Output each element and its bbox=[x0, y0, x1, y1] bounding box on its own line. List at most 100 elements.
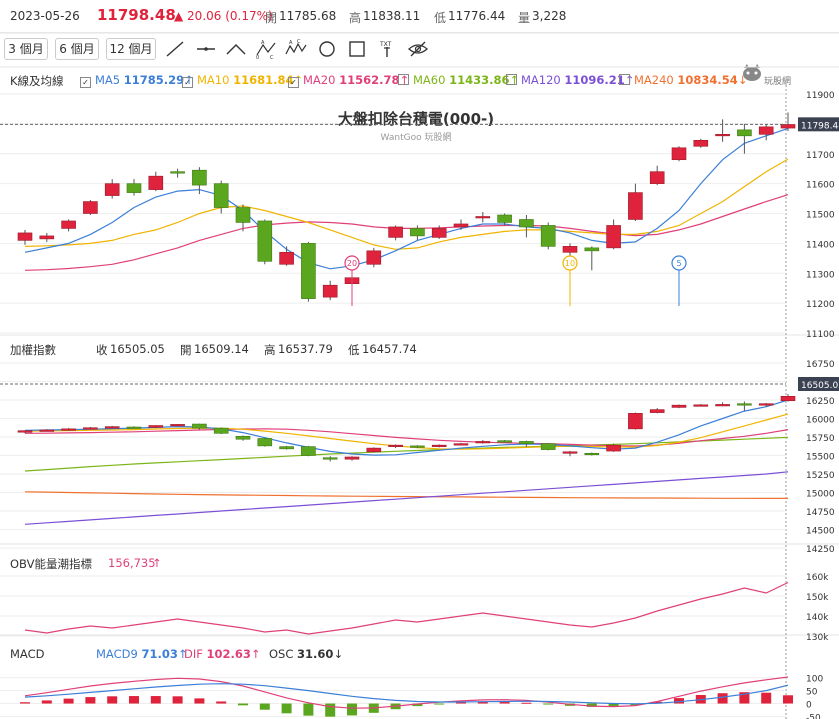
dif-line bbox=[24, 676, 789, 709]
trend-line-tool-icon[interactable] bbox=[164, 39, 186, 59]
main-candle bbox=[104, 179, 120, 199]
candle-body bbox=[453, 223, 469, 228]
y-tick-label: 11400 bbox=[806, 240, 835, 250]
legend-ma240[interactable]: MA240 10834.54↓ bbox=[619, 73, 747, 87]
adj-candle bbox=[126, 426, 142, 429]
range-6m-button[interactable]: 6 個月 bbox=[55, 38, 99, 60]
obv-title: OBV能量潮指標 bbox=[10, 557, 92, 571]
adj-candle bbox=[235, 435, 251, 441]
rectangle-tool-icon[interactable] bbox=[346, 39, 368, 59]
y-tick-label: 16000 bbox=[806, 416, 835, 426]
candle-body bbox=[192, 423, 207, 429]
ma120-line bbox=[24, 471, 789, 525]
macd-legend-osc: OSC 31.60↓ bbox=[269, 647, 344, 661]
last-price-tag bbox=[798, 377, 839, 391]
quote-high-label: 高 bbox=[349, 11, 362, 25]
legend-checkbox[interactable] bbox=[506, 74, 517, 85]
brand-label: 玩股網 bbox=[764, 77, 792, 87]
adj-candle bbox=[192, 423, 207, 430]
main-candle bbox=[126, 179, 142, 196]
legend-checkbox[interactable]: ✓ bbox=[288, 77, 299, 88]
macd-legend-value: 71.03 bbox=[141, 647, 178, 661]
hide-drawings-icon[interactable] bbox=[407, 39, 429, 59]
main-candle bbox=[257, 219, 273, 265]
range-12m-button[interactable]: 12 個月 bbox=[106, 38, 156, 60]
legend-ma5[interactable]: ✓ MA5 11785.29↑ bbox=[80, 73, 194, 88]
y-tick-label: 11100 bbox=[806, 330, 835, 340]
main-candle bbox=[235, 204, 251, 232]
candle-body bbox=[257, 438, 273, 447]
adj-candle bbox=[693, 404, 709, 407]
main-candle bbox=[301, 241, 316, 302]
circle-tool-icon[interactable] bbox=[316, 39, 338, 59]
candle-body bbox=[758, 126, 774, 135]
candle-body bbox=[693, 404, 709, 407]
osc-bar bbox=[20, 702, 30, 704]
y-tick-label: 14500 bbox=[806, 527, 835, 537]
ma240-line bbox=[24, 491, 788, 499]
legend-checkbox[interactable] bbox=[619, 74, 630, 85]
y-tick-label: 100 bbox=[806, 675, 823, 685]
legend-checkbox[interactable]: ✓ bbox=[182, 77, 193, 88]
main-candle bbox=[475, 212, 491, 223]
adj-candle bbox=[475, 439, 491, 444]
polyline-tool-icon[interactable] bbox=[225, 39, 247, 59]
main-candle bbox=[715, 119, 730, 142]
candle-body bbox=[431, 228, 447, 238]
candle-body bbox=[628, 413, 643, 430]
ma-marker-label: 5 bbox=[676, 259, 681, 268]
candle-body bbox=[83, 201, 98, 214]
ma10-line bbox=[24, 158, 789, 250]
y-tick-label: 11300 bbox=[806, 270, 835, 280]
adj-candle bbox=[104, 425, 120, 429]
adj-high-label: 高 bbox=[264, 343, 276, 357]
legend-value: 10834.54 bbox=[677, 73, 738, 87]
candle-body bbox=[584, 247, 600, 252]
legend-checkbox[interactable] bbox=[398, 74, 409, 85]
candle-body bbox=[39, 235, 55, 240]
main-candle bbox=[213, 180, 229, 214]
candle-body bbox=[519, 441, 534, 444]
adj-candle bbox=[606, 443, 621, 452]
adj-ma10-line bbox=[24, 413, 789, 450]
main-candle bbox=[737, 123, 752, 154]
legend-label: MA20 bbox=[303, 73, 340, 87]
legend-ma60[interactable]: MA60 11433.86↑ bbox=[398, 73, 519, 87]
legend-ma20[interactable]: ✓ MA20 11562.78↑ bbox=[288, 73, 409, 88]
quote-high: 11838.11 bbox=[363, 9, 421, 23]
legend-ma10[interactable]: ✓ MA10 11681.84 ↑ bbox=[182, 73, 303, 88]
candle-body bbox=[431, 444, 447, 447]
candle-body bbox=[410, 228, 425, 237]
legend-checkbox[interactable]: ✓ bbox=[80, 77, 91, 88]
adj-candle bbox=[649, 408, 665, 414]
osc-bar bbox=[717, 693, 728, 704]
watermark-sub: WantGoo 玩股網 bbox=[381, 131, 452, 143]
adj-candle bbox=[366, 447, 382, 453]
adj-candle bbox=[61, 428, 76, 431]
main-candle bbox=[693, 138, 709, 148]
horizontal-line-tool-icon[interactable] bbox=[195, 39, 217, 59]
macd-legend-arrow: ↑ bbox=[177, 647, 188, 661]
osc-bar bbox=[347, 703, 357, 716]
quote-price: 11798.48 bbox=[97, 6, 176, 24]
candle-body bbox=[235, 207, 251, 223]
osc-bar bbox=[281, 703, 292, 714]
svg-text:C: C bbox=[297, 39, 301, 45]
y-tick-label: 50 bbox=[806, 688, 818, 698]
main-candle bbox=[39, 232, 55, 242]
adj-candle bbox=[279, 445, 294, 450]
last-price-tag bbox=[798, 117, 839, 132]
text-tool-icon[interactable]: TXT bbox=[376, 39, 398, 59]
range-3m-button[interactable]: 3 個月 bbox=[4, 38, 48, 60]
abc-pattern-tool-icon[interactable]: A 0 C bbox=[255, 39, 277, 59]
legend-label: MA5 bbox=[95, 73, 124, 87]
y-tick-label: 0 bbox=[806, 701, 812, 711]
main-candle bbox=[453, 219, 469, 230]
candle-body bbox=[235, 435, 251, 440]
main-candle bbox=[17, 229, 33, 245]
candle-body bbox=[104, 183, 120, 196]
osc-bar bbox=[412, 703, 423, 707]
osc-bar bbox=[477, 701, 488, 704]
